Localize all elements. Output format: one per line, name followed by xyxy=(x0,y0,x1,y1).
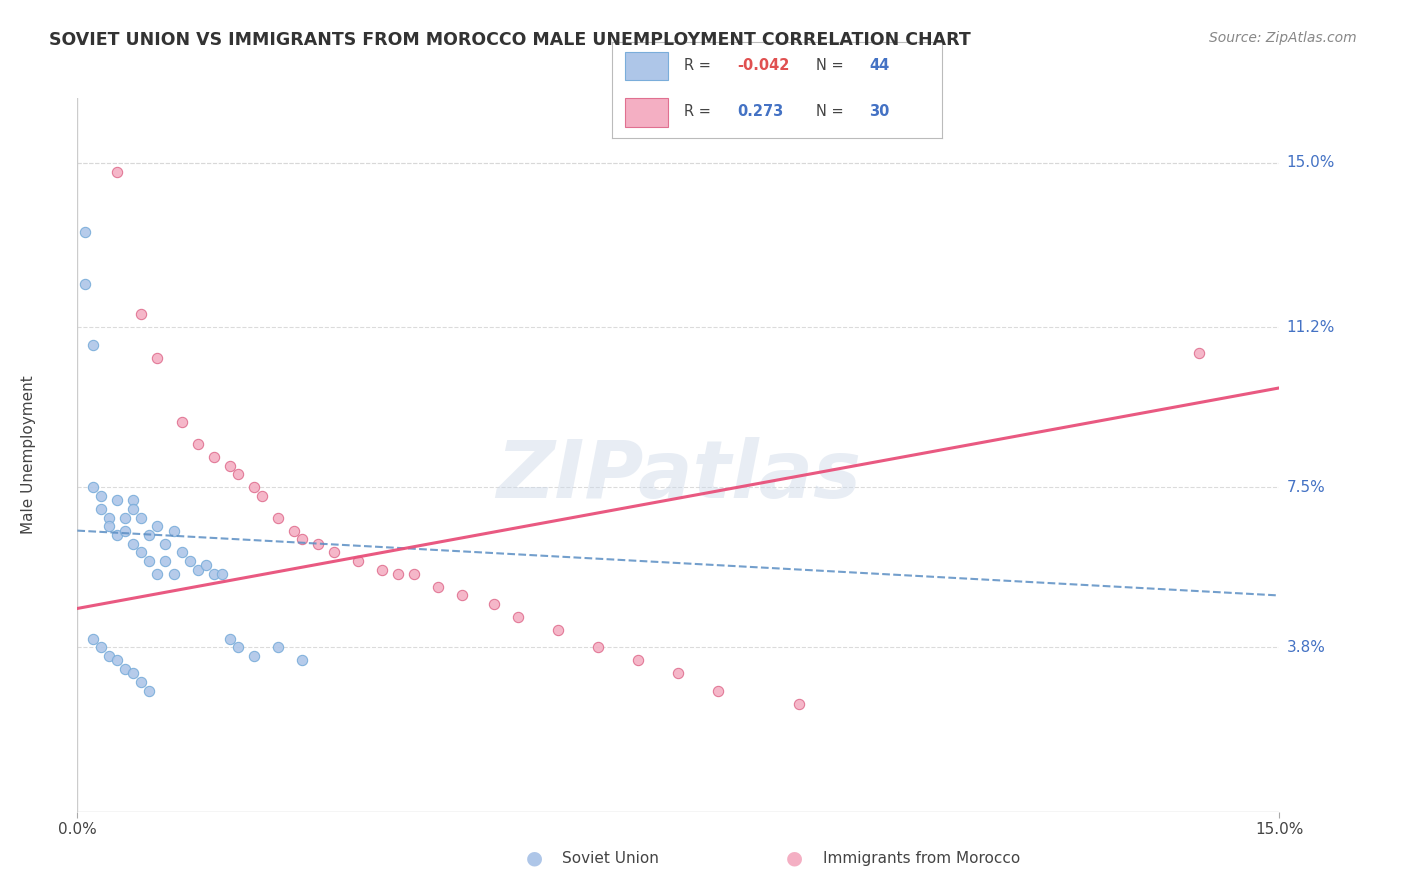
Point xyxy=(627,653,650,667)
Text: Soviet Union: Soviet Union xyxy=(562,851,659,865)
Point xyxy=(146,519,169,533)
Point xyxy=(122,536,145,550)
Point xyxy=(427,580,450,594)
Point xyxy=(138,528,160,542)
Point xyxy=(194,558,217,573)
FancyBboxPatch shape xyxy=(624,98,668,127)
Point xyxy=(202,566,225,581)
Point xyxy=(707,683,730,698)
Point xyxy=(387,566,409,581)
Point xyxy=(82,632,104,646)
Point xyxy=(211,566,233,581)
Point xyxy=(186,437,209,451)
Point xyxy=(218,632,240,646)
Point xyxy=(162,524,184,538)
Point xyxy=(131,510,153,524)
Point xyxy=(82,337,104,351)
Point xyxy=(347,554,370,568)
Text: N =: N = xyxy=(817,104,849,120)
Text: 0.273: 0.273 xyxy=(737,104,783,120)
Point xyxy=(155,554,177,568)
Point xyxy=(170,416,193,430)
Point xyxy=(107,164,129,178)
Point xyxy=(107,493,129,508)
Point xyxy=(482,597,505,611)
Point xyxy=(114,524,136,538)
Point xyxy=(250,489,273,503)
Point xyxy=(114,510,136,524)
Point xyxy=(1188,346,1211,360)
Text: ●: ● xyxy=(526,848,543,868)
Point xyxy=(155,536,177,550)
Point xyxy=(98,519,121,533)
Text: R =: R = xyxy=(685,104,716,120)
Point xyxy=(146,566,169,581)
Point xyxy=(186,562,209,576)
Point xyxy=(98,648,121,663)
Point xyxy=(242,480,264,494)
Text: 3.8%: 3.8% xyxy=(1286,640,1326,655)
Text: -0.042: -0.042 xyxy=(737,58,790,73)
Point xyxy=(402,566,425,581)
Text: ●: ● xyxy=(786,848,803,868)
Point xyxy=(226,640,249,655)
Point xyxy=(242,648,264,663)
Text: R =: R = xyxy=(685,58,716,73)
Point xyxy=(138,683,160,698)
Point xyxy=(90,502,112,516)
Point xyxy=(218,458,240,473)
Point xyxy=(547,623,569,637)
Point xyxy=(226,467,249,482)
Point xyxy=(588,640,610,655)
Point xyxy=(283,524,305,538)
Point xyxy=(90,640,112,655)
Point xyxy=(114,662,136,676)
Point xyxy=(107,528,129,542)
Point xyxy=(307,536,329,550)
Point xyxy=(90,489,112,503)
Point xyxy=(131,307,153,321)
Point xyxy=(162,566,184,581)
Text: Source: ZipAtlas.com: Source: ZipAtlas.com xyxy=(1209,31,1357,45)
Point xyxy=(451,589,474,603)
Point xyxy=(146,351,169,365)
Point xyxy=(75,225,97,239)
Text: Immigrants from Morocco: Immigrants from Morocco xyxy=(823,851,1019,865)
Point xyxy=(668,666,690,681)
Point xyxy=(98,510,121,524)
Point xyxy=(322,545,344,559)
Point xyxy=(131,545,153,559)
Point xyxy=(131,675,153,690)
Point xyxy=(291,653,314,667)
Point xyxy=(107,653,129,667)
Text: 44: 44 xyxy=(869,58,890,73)
Point xyxy=(291,533,314,547)
Text: ZIPatlas: ZIPatlas xyxy=(496,437,860,516)
Text: 15.0%: 15.0% xyxy=(1286,155,1334,170)
Text: SOVIET UNION VS IMMIGRANTS FROM MOROCCO MALE UNEMPLOYMENT CORRELATION CHART: SOVIET UNION VS IMMIGRANTS FROM MOROCCO … xyxy=(49,31,972,49)
Point xyxy=(122,666,145,681)
Text: N =: N = xyxy=(817,58,849,73)
Text: 30: 30 xyxy=(869,104,890,120)
Point xyxy=(267,640,290,655)
FancyBboxPatch shape xyxy=(624,52,668,80)
Text: Male Unemployment: Male Unemployment xyxy=(21,376,35,534)
Point xyxy=(75,277,97,291)
Point xyxy=(170,545,193,559)
Point xyxy=(371,562,394,576)
Text: 11.2%: 11.2% xyxy=(1286,320,1334,334)
Point xyxy=(122,493,145,508)
Point xyxy=(508,610,530,624)
Point xyxy=(202,450,225,464)
Point xyxy=(122,502,145,516)
Point xyxy=(787,697,810,711)
Point xyxy=(267,510,290,524)
Point xyxy=(179,554,201,568)
Text: 7.5%: 7.5% xyxy=(1286,480,1326,495)
Point xyxy=(138,554,160,568)
Point xyxy=(82,480,104,494)
